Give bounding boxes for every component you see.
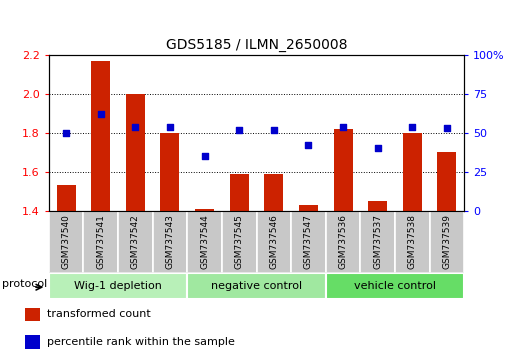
Point [304,142,312,148]
Text: GSM737539: GSM737539 [442,214,451,269]
Bar [195,209,214,211]
Bar [222,211,256,273]
Text: negative control: negative control [211,281,302,291]
Bar [49,211,83,273]
Bar [326,273,464,299]
Bar [187,211,222,273]
Point [235,127,243,132]
Bar [264,174,283,211]
Bar [333,129,352,211]
Bar [299,205,318,211]
Bar [256,211,291,273]
Text: Wig-1 depletion: Wig-1 depletion [74,281,162,291]
Text: GSM737543: GSM737543 [165,214,174,269]
Point [373,145,382,151]
Bar [403,133,422,211]
Text: transformed count: transformed count [47,309,150,320]
Point [339,124,347,129]
Bar [91,61,110,211]
Bar [360,211,395,273]
Text: GSM737542: GSM737542 [131,214,140,269]
Bar [291,211,326,273]
Bar [161,133,180,211]
Bar [25,335,40,348]
Text: GSM737536: GSM737536 [339,214,348,269]
Bar [118,211,153,273]
Bar [230,174,249,211]
Bar [395,211,429,273]
Text: GSM737538: GSM737538 [408,214,417,269]
Bar [56,185,75,211]
Text: GSM737545: GSM737545 [234,214,244,269]
Text: GSM737540: GSM737540 [62,214,71,269]
Point [166,124,174,129]
Text: vehicle control: vehicle control [354,281,436,291]
Text: GSM737537: GSM737537 [373,214,382,269]
Bar [187,273,326,299]
Point [62,130,70,136]
Bar [153,211,187,273]
Bar [49,273,187,299]
Bar [126,94,145,211]
Bar [326,211,360,273]
Bar [83,211,118,273]
Bar [438,152,457,211]
Bar [429,211,464,273]
Point [96,111,105,117]
Point [131,124,140,129]
Text: GSM737546: GSM737546 [269,214,279,269]
Text: GSM737544: GSM737544 [200,214,209,269]
Point [408,124,417,129]
Text: GSM737541: GSM737541 [96,214,105,269]
Text: percentile rank within the sample: percentile rank within the sample [47,337,234,347]
Point [443,125,451,131]
Bar [25,308,40,321]
Point [270,127,278,132]
Text: GSM737547: GSM737547 [304,214,313,269]
Title: GDS5185 / ILMN_2650008: GDS5185 / ILMN_2650008 [166,39,347,52]
Point [201,153,209,159]
Text: protocol: protocol [3,279,48,289]
Bar [368,201,387,211]
